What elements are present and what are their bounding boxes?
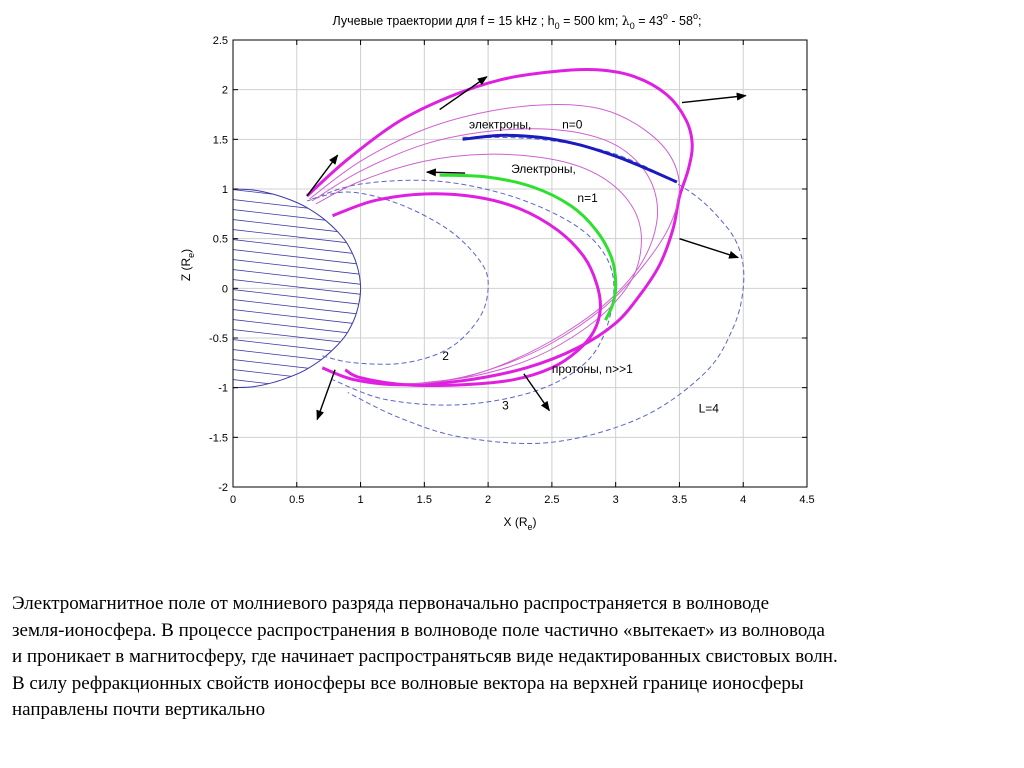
hatch-line: [233, 338, 361, 356]
field-line: [347, 136, 745, 444]
annotation-label: 2: [442, 349, 449, 363]
x-axis-label-close: ): [533, 515, 537, 529]
chart-title-lambda-subscript: 0: [630, 21, 635, 31]
wave-vector-arrow: [681, 92, 747, 104]
x-tick-label: 4: [740, 494, 746, 506]
series-group: [232, 68, 745, 444]
y-tick-label: 2: [222, 85, 228, 97]
ray-trajectory-chart: Лучевые траектории для f = 15 kHz ; h0 =…: [179, 11, 815, 532]
hatch-line: [233, 328, 361, 346]
ray-trajectory-thin: [309, 104, 680, 386]
annotation-label: протоны, n>>1: [552, 362, 633, 376]
ray-trajectory-thin: [315, 153, 642, 384]
hatch-line: [233, 198, 361, 216]
caption-line: направлены почти вертикально: [12, 699, 266, 721]
y-tick-label: 0: [222, 283, 228, 295]
x-tick-label: 1.5: [417, 494, 432, 506]
ray-trajectory-thick: [331, 192, 602, 387]
caption-line: В силу рефракционных свойств ионосферы в…: [12, 672, 804, 694]
caption-line: земля-ионосфера. В процессе распростране…: [12, 619, 825, 641]
annotation-label: n=1: [577, 191, 598, 205]
chart-title: Лучевые траектории для f = 15 kHz ; h0 =…: [333, 11, 702, 31]
field-line: [311, 179, 615, 406]
chart-title-lambda-value: = 43: [635, 14, 663, 28]
hatch-line: [228, 409, 367, 425]
ray-trajectory-thick: [305, 68, 694, 387]
x-tick-label: 3.5: [672, 494, 687, 506]
wave-vector-arrow: [679, 238, 740, 259]
hatch-line: [233, 218, 361, 236]
caption-line: Электромагнитное поле от молниевого разр…: [12, 593, 770, 614]
chart-title-lambda-range: - 58: [668, 14, 693, 28]
annotation-label: электроны,: [469, 117, 531, 131]
hatch-line: [228, 399, 367, 415]
x-tick-label: 2: [485, 494, 491, 506]
chart-title-end: ;: [698, 14, 701, 28]
wave-vector-arrow: [316, 369, 336, 421]
axis-ticks: 0 0.5 1 1.5 2 2.5 3 3.5 4 4.5 2.5 2 1.5 1 0.5 0 -0.5 -1 -1…: [209, 35, 815, 506]
wave-vector-arrow: [523, 373, 550, 412]
y-axis-label: Z (Re): [179, 249, 196, 281]
hatch-line: [233, 248, 361, 266]
wave-vector-arrow: [439, 76, 488, 111]
y-tick-label: -0.5: [209, 333, 228, 345]
electron-n1-segment: [439, 173, 618, 321]
hatch-line: [233, 278, 361, 296]
x-axis-label-main: X (R: [503, 515, 527, 529]
y-tick-label: 2.5: [213, 35, 228, 47]
x-axis-label-subscript: e: [527, 522, 532, 532]
wave-vector-arrow: [425, 168, 466, 177]
x-tick-label: 4.5: [799, 494, 814, 506]
y-tick-label: 0.5: [213, 234, 228, 246]
y-tick-label: -2: [218, 482, 228, 494]
annotation-label: L=4: [699, 402, 720, 416]
annotations: электроны, n=0 Электроны, n=1 2 протоны, n>>1…: [442, 117, 719, 415]
hatch-line: [228, 389, 367, 405]
wave-vector-arrow: [306, 154, 339, 197]
hatch-line: [233, 228, 361, 246]
x-axis-label: X (Re): [503, 515, 536, 532]
chart-title-prefix: Лучевые траектории для f = 15 kHz ; h: [333, 14, 555, 28]
hatch-line: [233, 238, 361, 256]
electron-n0-segment: [462, 133, 678, 184]
y-tick-label: 1: [222, 184, 228, 196]
chart-title-h-value: = 500 km;: [560, 14, 622, 28]
hatch-line: [233, 288, 361, 306]
chart-title-h-subscript: 0: [555, 21, 560, 31]
earth-boundary: [232, 188, 362, 389]
chart-title-lambda: λ: [622, 13, 630, 28]
x-tick-label: 0: [230, 494, 236, 506]
x-tick-label: 2.5: [544, 494, 559, 506]
x-tick-label: 1: [357, 494, 363, 506]
annotation-label: 3: [502, 399, 509, 413]
y-axis-label-main: Z (R: [179, 258, 193, 282]
caption-line: и проникает в магнитосферу, где начинает…: [12, 646, 838, 668]
annotation-label: Электроны,: [511, 162, 576, 176]
wave-vector-arrows: [306, 76, 747, 421]
hatch-line: [233, 298, 361, 316]
hatch-line: [233, 308, 361, 326]
y-axis-label-subscript: e: [186, 253, 196, 258]
x-tick-label: 0.5: [289, 494, 304, 506]
y-tick-label: -1: [218, 383, 228, 395]
hatch-line: [233, 258, 361, 276]
chart-title-degree-2: o: [693, 11, 698, 21]
ray-trajectory-thin: [311, 128, 659, 386]
caption-text: Электромагнитное поле от молниевого разр…: [12, 591, 1012, 724]
hatch-line: [233, 268, 361, 286]
field-line: [306, 191, 489, 365]
y-axis-label-close: ): [179, 249, 193, 253]
y-tick-label: -1.5: [209, 432, 228, 444]
x-tick-label: 3: [613, 494, 619, 506]
plot-frame: [232, 39, 808, 488]
y-tick-label: 1.5: [213, 134, 228, 146]
hatch-line: [233, 348, 361, 366]
hatch-line: [233, 318, 361, 336]
chart-title-degree-1: o: [663, 11, 668, 21]
annotation-label: n=0: [562, 117, 583, 131]
